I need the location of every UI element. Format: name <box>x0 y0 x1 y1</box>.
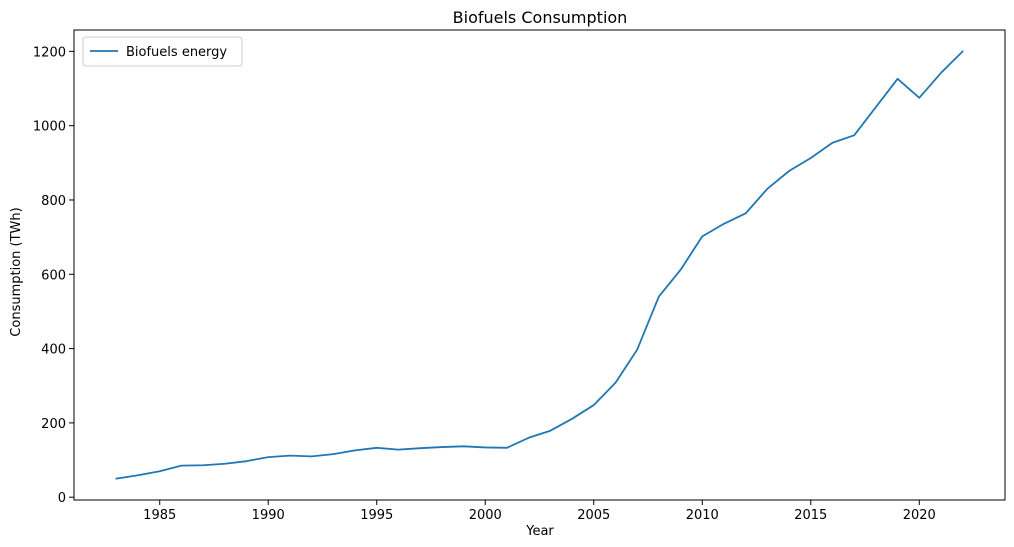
chart-title: Biofuels Consumption <box>453 8 628 27</box>
y-tick-label-1000: 1000 <box>33 120 66 135</box>
y-tick-label-1200: 1200 <box>33 45 66 60</box>
x-tick-label-1990: 1990 <box>252 508 285 523</box>
legend-box <box>82 36 243 67</box>
x-tick-label-1985: 1985 <box>143 508 176 523</box>
x-tick-label-2005: 2005 <box>577 508 610 523</box>
x-tick-label-2015: 2015 <box>794 508 827 523</box>
y-axis-title: Consumption (TWh) <box>9 207 24 336</box>
x-tick-label-1995: 1995 <box>360 508 393 523</box>
y-tick-label-800: 800 <box>41 194 66 209</box>
axes-frame <box>73 29 1006 501</box>
x-tick-label-2020: 2020 <box>903 508 936 523</box>
plot-area: 1985 1990 1995 2000 2005 2010 2015 2020 0 200 400 6… <box>33 29 1006 523</box>
y-tick-label-400: 400 <box>41 343 66 358</box>
x-tick-label-2010: 2010 <box>686 508 719 523</box>
series-line-0 <box>115 50 964 480</box>
x-axis-title: Year <box>525 524 554 539</box>
x-tick-label-2000: 2000 <box>469 508 502 523</box>
legend: Biofuels energy <box>82 36 243 67</box>
y-tick-label-200: 200 <box>41 417 66 432</box>
legend-label-biofuels: Biofuels energy <box>126 45 227 60</box>
y-tick-label-600: 600 <box>41 268 66 283</box>
y-tick-label-0: 0 <box>58 491 66 506</box>
